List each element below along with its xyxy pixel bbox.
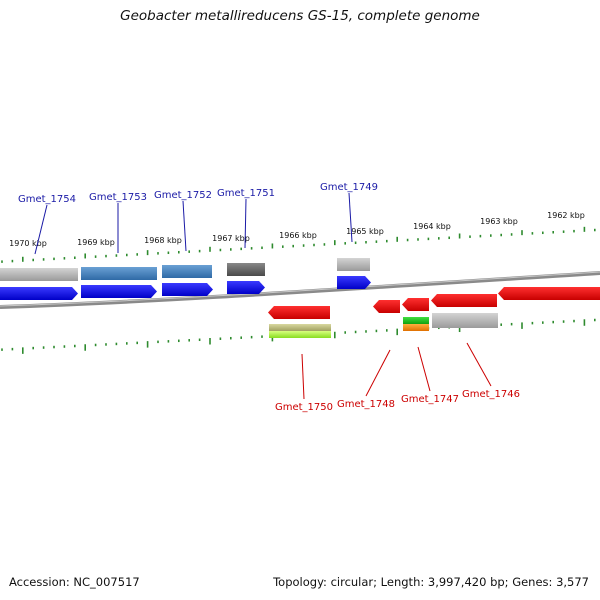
leader-line-forward [244,198,247,249]
gene-next-reverse [498,287,600,300]
scale-label: 1963 kbp [480,217,518,226]
feature-gmet-1746-grey [432,313,498,328]
gene-gmet-1747 [402,298,429,311]
gene-gmet-1753 [81,285,157,298]
gene-label-forward: Gmet_1754 [18,194,76,205]
feature-gmet-1749-grey [337,258,370,271]
gene-label-forward: Gmet_1752 [154,190,212,201]
scale-label: 1967 kbp [212,234,250,243]
gene-gmet-1748 [373,300,400,313]
genome-backbone-highlight [0,271,600,307]
leader-line-reverse [365,349,391,397]
scale-label: 1962 kbp [547,211,585,220]
feature-gmet-1752-steel [162,265,212,278]
genome-backbone [0,271,600,309]
feature-gmet-1753-steel [81,267,157,280]
leader-line-forward [348,192,353,243]
accession-text: Accession: NC_007517 [9,575,140,589]
leader-line-reverse [417,346,431,392]
gene-label-forward: Gmet_1749 [320,182,378,193]
leader-line-reverse [466,342,492,387]
gene-label-reverse: Gmet_1746 [462,389,520,400]
gene-label-forward: Gmet_1751 [217,188,275,199]
feature-gmet-1750-lime [269,331,331,338]
feature-gmet-1750-olive [269,324,331,331]
feature-gmet-1751-dark [227,263,265,276]
gene-gmet-1750 [268,306,330,319]
gene-label-reverse: Gmet_1747 [401,394,459,405]
feature-gmet-1747-orange [403,324,429,331]
scale-label: 1965 kbp [346,227,384,236]
leader-line-forward [34,204,48,255]
gene-label-reverse: Gmet_1750 [275,402,333,413]
gene-gmet-1751 [227,281,265,294]
scale-label: 1966 kbp [279,231,317,240]
gene-gmet-1752 [162,283,213,296]
gene-gmet-1746 [431,294,497,307]
leader-line-reverse [301,353,305,400]
feature-gmet-1747-green [403,317,429,324]
scale-label: 1964 kbp [413,222,451,231]
scale-label: 1970 kbp [9,239,47,248]
scale-label: 1969 kbp [77,238,115,247]
leader-line-forward [182,200,187,252]
scale-label: 1968 kbp [144,236,182,245]
gene-gmet-1749 [337,276,371,289]
gene-label-reverse: Gmet_1748 [337,399,395,410]
feature-gmet-1754-grey [0,268,78,281]
gene-gmet-1754 [0,287,78,300]
genome-summary-text: Topology: circular; Length: 3,997,420 bp… [273,575,589,589]
gene-label-forward: Gmet_1753 [89,192,147,203]
map-title: Geobacter metallireducens GS-15, complet… [120,8,480,24]
